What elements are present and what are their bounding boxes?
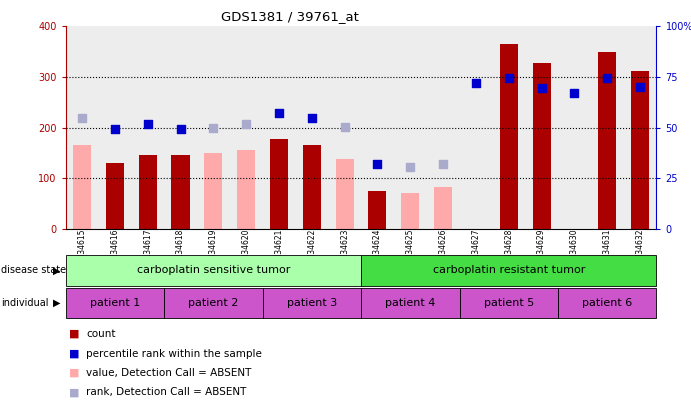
Point bbox=[503, 75, 514, 81]
Bar bbox=[98, 26, 131, 229]
Point bbox=[77, 115, 88, 122]
Point bbox=[536, 85, 547, 91]
Bar bbox=[205, 153, 223, 229]
Point bbox=[306, 115, 317, 122]
Bar bbox=[106, 163, 124, 229]
Text: ■: ■ bbox=[69, 329, 79, 339]
Bar bbox=[631, 71, 649, 229]
Point bbox=[240, 120, 252, 127]
Text: patient 5: patient 5 bbox=[484, 298, 534, 308]
Text: patient 4: patient 4 bbox=[385, 298, 435, 308]
Text: ▶: ▶ bbox=[53, 298, 61, 308]
Text: patient 2: patient 2 bbox=[188, 298, 238, 308]
Bar bbox=[394, 26, 426, 229]
Text: patient 3: patient 3 bbox=[287, 298, 337, 308]
Bar bbox=[434, 187, 452, 229]
Bar bbox=[361, 26, 394, 229]
Bar bbox=[237, 150, 255, 229]
Point bbox=[142, 120, 153, 127]
Point bbox=[274, 110, 285, 117]
Text: value, Detection Call = ABSENT: value, Detection Call = ABSENT bbox=[86, 368, 252, 378]
Bar bbox=[336, 159, 354, 229]
Text: individual: individual bbox=[1, 298, 49, 308]
Text: rank, Detection Call = ABSENT: rank, Detection Call = ABSENT bbox=[86, 388, 247, 397]
Text: carboplatin resistant tumor: carboplatin resistant tumor bbox=[433, 265, 585, 275]
Text: percentile rank within the sample: percentile rank within the sample bbox=[86, 349, 263, 358]
Bar bbox=[263, 288, 361, 318]
Bar bbox=[401, 194, 419, 229]
Point bbox=[175, 126, 186, 132]
Bar bbox=[303, 145, 321, 229]
Bar bbox=[139, 156, 157, 229]
Point bbox=[569, 90, 580, 96]
Point bbox=[405, 164, 416, 170]
Bar bbox=[492, 26, 525, 229]
Bar bbox=[270, 139, 288, 229]
Bar bbox=[164, 288, 263, 318]
Point bbox=[109, 126, 120, 132]
Bar bbox=[558, 288, 656, 318]
Text: patient 1: patient 1 bbox=[90, 298, 140, 308]
Point bbox=[471, 80, 482, 86]
Text: disease state: disease state bbox=[1, 265, 66, 275]
Bar bbox=[171, 156, 189, 229]
Bar bbox=[131, 26, 164, 229]
Bar bbox=[500, 44, 518, 229]
Bar bbox=[426, 26, 460, 229]
Bar bbox=[66, 26, 98, 229]
Point bbox=[339, 123, 350, 130]
Bar bbox=[295, 26, 328, 229]
Bar bbox=[598, 51, 616, 229]
Bar bbox=[525, 26, 558, 229]
Text: ■: ■ bbox=[69, 349, 79, 358]
Point bbox=[372, 161, 383, 167]
Bar bbox=[229, 26, 263, 229]
Bar bbox=[197, 26, 229, 229]
Text: count: count bbox=[86, 329, 116, 339]
Text: carboplatin sensitive tumor: carboplatin sensitive tumor bbox=[137, 265, 290, 275]
Bar bbox=[460, 26, 492, 229]
Bar bbox=[361, 255, 656, 286]
Bar bbox=[263, 26, 295, 229]
Bar bbox=[66, 288, 164, 318]
Bar bbox=[361, 288, 460, 318]
Bar bbox=[533, 63, 551, 229]
Point bbox=[634, 84, 645, 90]
Point bbox=[602, 75, 613, 81]
Bar bbox=[368, 191, 386, 229]
Bar bbox=[66, 255, 361, 286]
Text: GDS1381 / 39761_at: GDS1381 / 39761_at bbox=[221, 10, 359, 23]
Point bbox=[437, 161, 448, 167]
Text: ■: ■ bbox=[69, 368, 79, 378]
Text: ■: ■ bbox=[69, 388, 79, 397]
Bar bbox=[164, 26, 197, 229]
Bar bbox=[558, 26, 591, 229]
Text: ▶: ▶ bbox=[53, 265, 61, 275]
Point bbox=[208, 124, 219, 131]
Bar bbox=[73, 145, 91, 229]
Bar bbox=[460, 288, 558, 318]
Bar bbox=[328, 26, 361, 229]
Bar bbox=[591, 26, 623, 229]
Bar bbox=[623, 26, 656, 229]
Text: patient 6: patient 6 bbox=[582, 298, 632, 308]
